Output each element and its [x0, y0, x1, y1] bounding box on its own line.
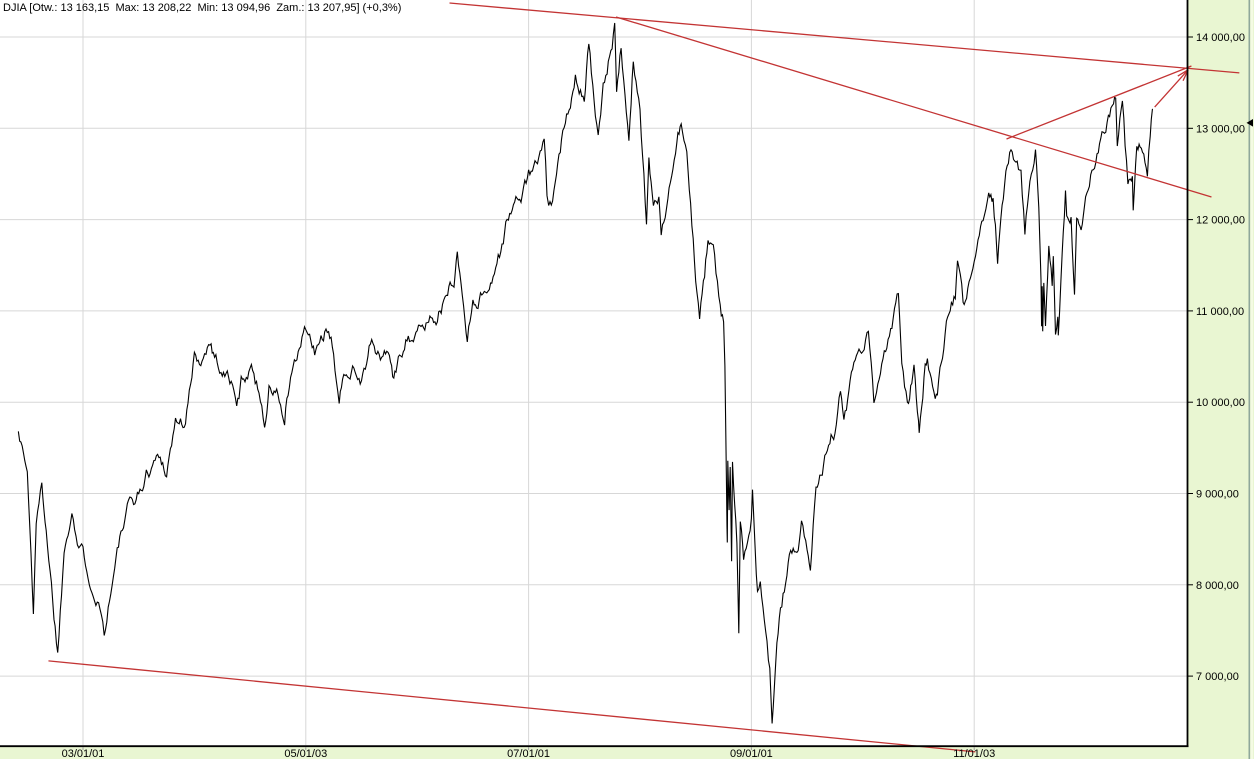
resistance-from-2007-peak[interactable]: [615, 16, 1212, 198]
trendlines: [48, 2, 1240, 753]
instrument-summary-label: DJIA [Otw.: 13 163,15 Max: 13 208,22 Min…: [3, 2, 402, 14]
y-axis-label: 14 000,00: [1196, 32, 1245, 44]
x-axis-label: 05/01/03: [284, 748, 327, 759]
y-axis-label: 8 000,00: [1196, 580, 1239, 592]
price-line: [17, 22, 1153, 724]
x-axis-label: 07/01/01: [507, 748, 550, 759]
y-axis-panel: [1188, 0, 1254, 759]
y-axis-label: 11 000,00: [1196, 306, 1244, 318]
upper-resistance-line[interactable]: [449, 2, 1240, 74]
y-axis-label: 13 000,00: [1196, 123, 1245, 135]
x-axis-label: 03/01/01: [62, 748, 105, 759]
y-axis-label: 7 000,00: [1196, 671, 1239, 683]
projection-arrow-to-apex[interactable]: [1154, 69, 1189, 108]
support-of-2011-2012-rally[interactable]: [1006, 65, 1192, 140]
last-price-marker: [1246, 119, 1253, 127]
y-axis-label: 12 000,00: [1196, 215, 1245, 227]
x-axis-labels: 03/01/01 05/01/03 07/01/01 09/01/01 11/01/03: [62, 747, 995, 759]
arrowhead-barb: [1177, 69, 1189, 77]
x-axis-panel: [0, 747, 1254, 759]
y-axis-labels: 14 000,00 13 000,00 12 000,00 11 000,00 10 0…: [1188, 32, 1245, 683]
x-axis-label: 09/01/01: [730, 748, 773, 759]
support-under-2002-2009-lows[interactable]: [48, 660, 976, 753]
y-axis-label: 10 000,00: [1196, 397, 1245, 409]
window-edge-groove: [1248, 0, 1251, 759]
y-axis-label: 9 000,00: [1196, 489, 1239, 501]
vertical-gridlines: [82, 0, 975, 745]
x-axis-label: 11/01/03: [953, 748, 995, 759]
horizontal-gridlines: [0, 36, 1187, 677]
window-edge-highlight: [1250, 0, 1253, 759]
